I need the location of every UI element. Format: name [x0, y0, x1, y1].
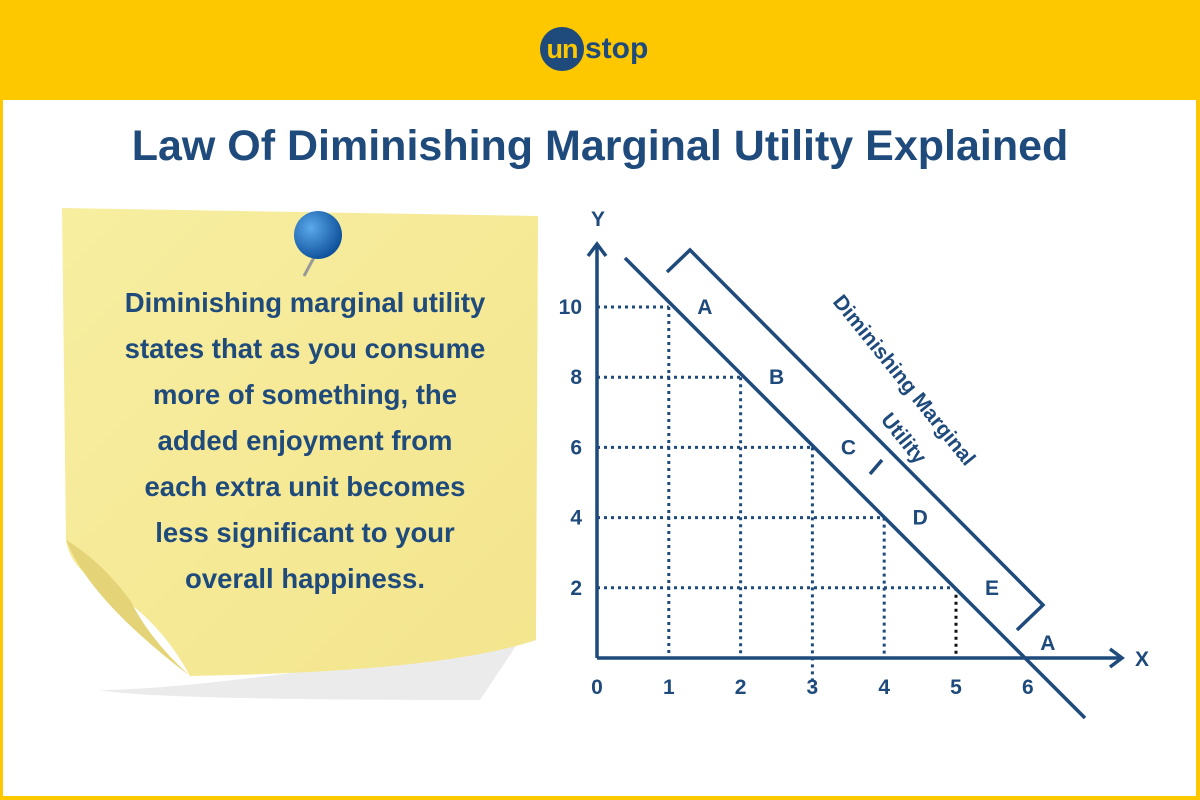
point-label: D: [913, 507, 928, 530]
note-paper: [62, 208, 538, 676]
unstop-logo: un stop: [540, 26, 648, 72]
logo-text: stop: [585, 32, 649, 65]
point-label: C: [841, 436, 856, 459]
sticky-note: [62, 208, 538, 700]
point-label: E: [985, 577, 999, 600]
note-text: Diminishing marginal utility states that…: [70, 280, 540, 602]
x-tick-label: 1: [663, 676, 675, 699]
note-line: each extra unit becomes: [144, 471, 466, 502]
x-tick-label: 5: [950, 676, 962, 699]
y-tick-label: 4: [570, 507, 582, 530]
point-label: B: [769, 366, 784, 389]
note-curl: [66, 540, 190, 676]
push-pin-icon: [294, 211, 342, 277]
axes: [586, 241, 1125, 669]
y-axis-arrow: [586, 241, 608, 258]
bracket: [665, 247, 1046, 632]
x-tick-label: 2: [735, 676, 747, 699]
note-line: more of something, the: [152, 379, 458, 410]
x-axis-arrow: [1108, 647, 1125, 669]
note-line: Diminishing marginal utility: [124, 287, 486, 318]
x-tick-label: 0: [591, 676, 603, 699]
y-tick-label: 6: [570, 436, 582, 459]
page-title: Law Of Diminishing Marginal Utility Expl…: [131, 122, 1069, 170]
note-line: overall happiness.: [185, 563, 425, 594]
point-label: A: [697, 296, 712, 319]
logo-circle: un: [540, 27, 584, 71]
x-axis-label: X: [1135, 648, 1149, 671]
header-bar: un stop: [0, 0, 1200, 100]
y-axis-label: Y: [591, 208, 605, 231]
y-tick-label: 8: [570, 366, 582, 389]
x-tick-label: 3: [807, 676, 819, 699]
x-tick-label: 4: [878, 676, 890, 699]
utility-line: [623, 256, 1087, 720]
y-tick-label: 10: [559, 296, 582, 319]
note-line: less significant to your: [155, 517, 455, 548]
note-line: states that as you consume: [124, 333, 486, 364]
x-tick-label: 6: [1022, 676, 1034, 699]
note-line: added enjoyment from: [157, 425, 453, 456]
point-label: A: [1040, 632, 1055, 655]
bracket-tick: [868, 458, 884, 476]
y-tick-label: 2: [570, 577, 582, 600]
